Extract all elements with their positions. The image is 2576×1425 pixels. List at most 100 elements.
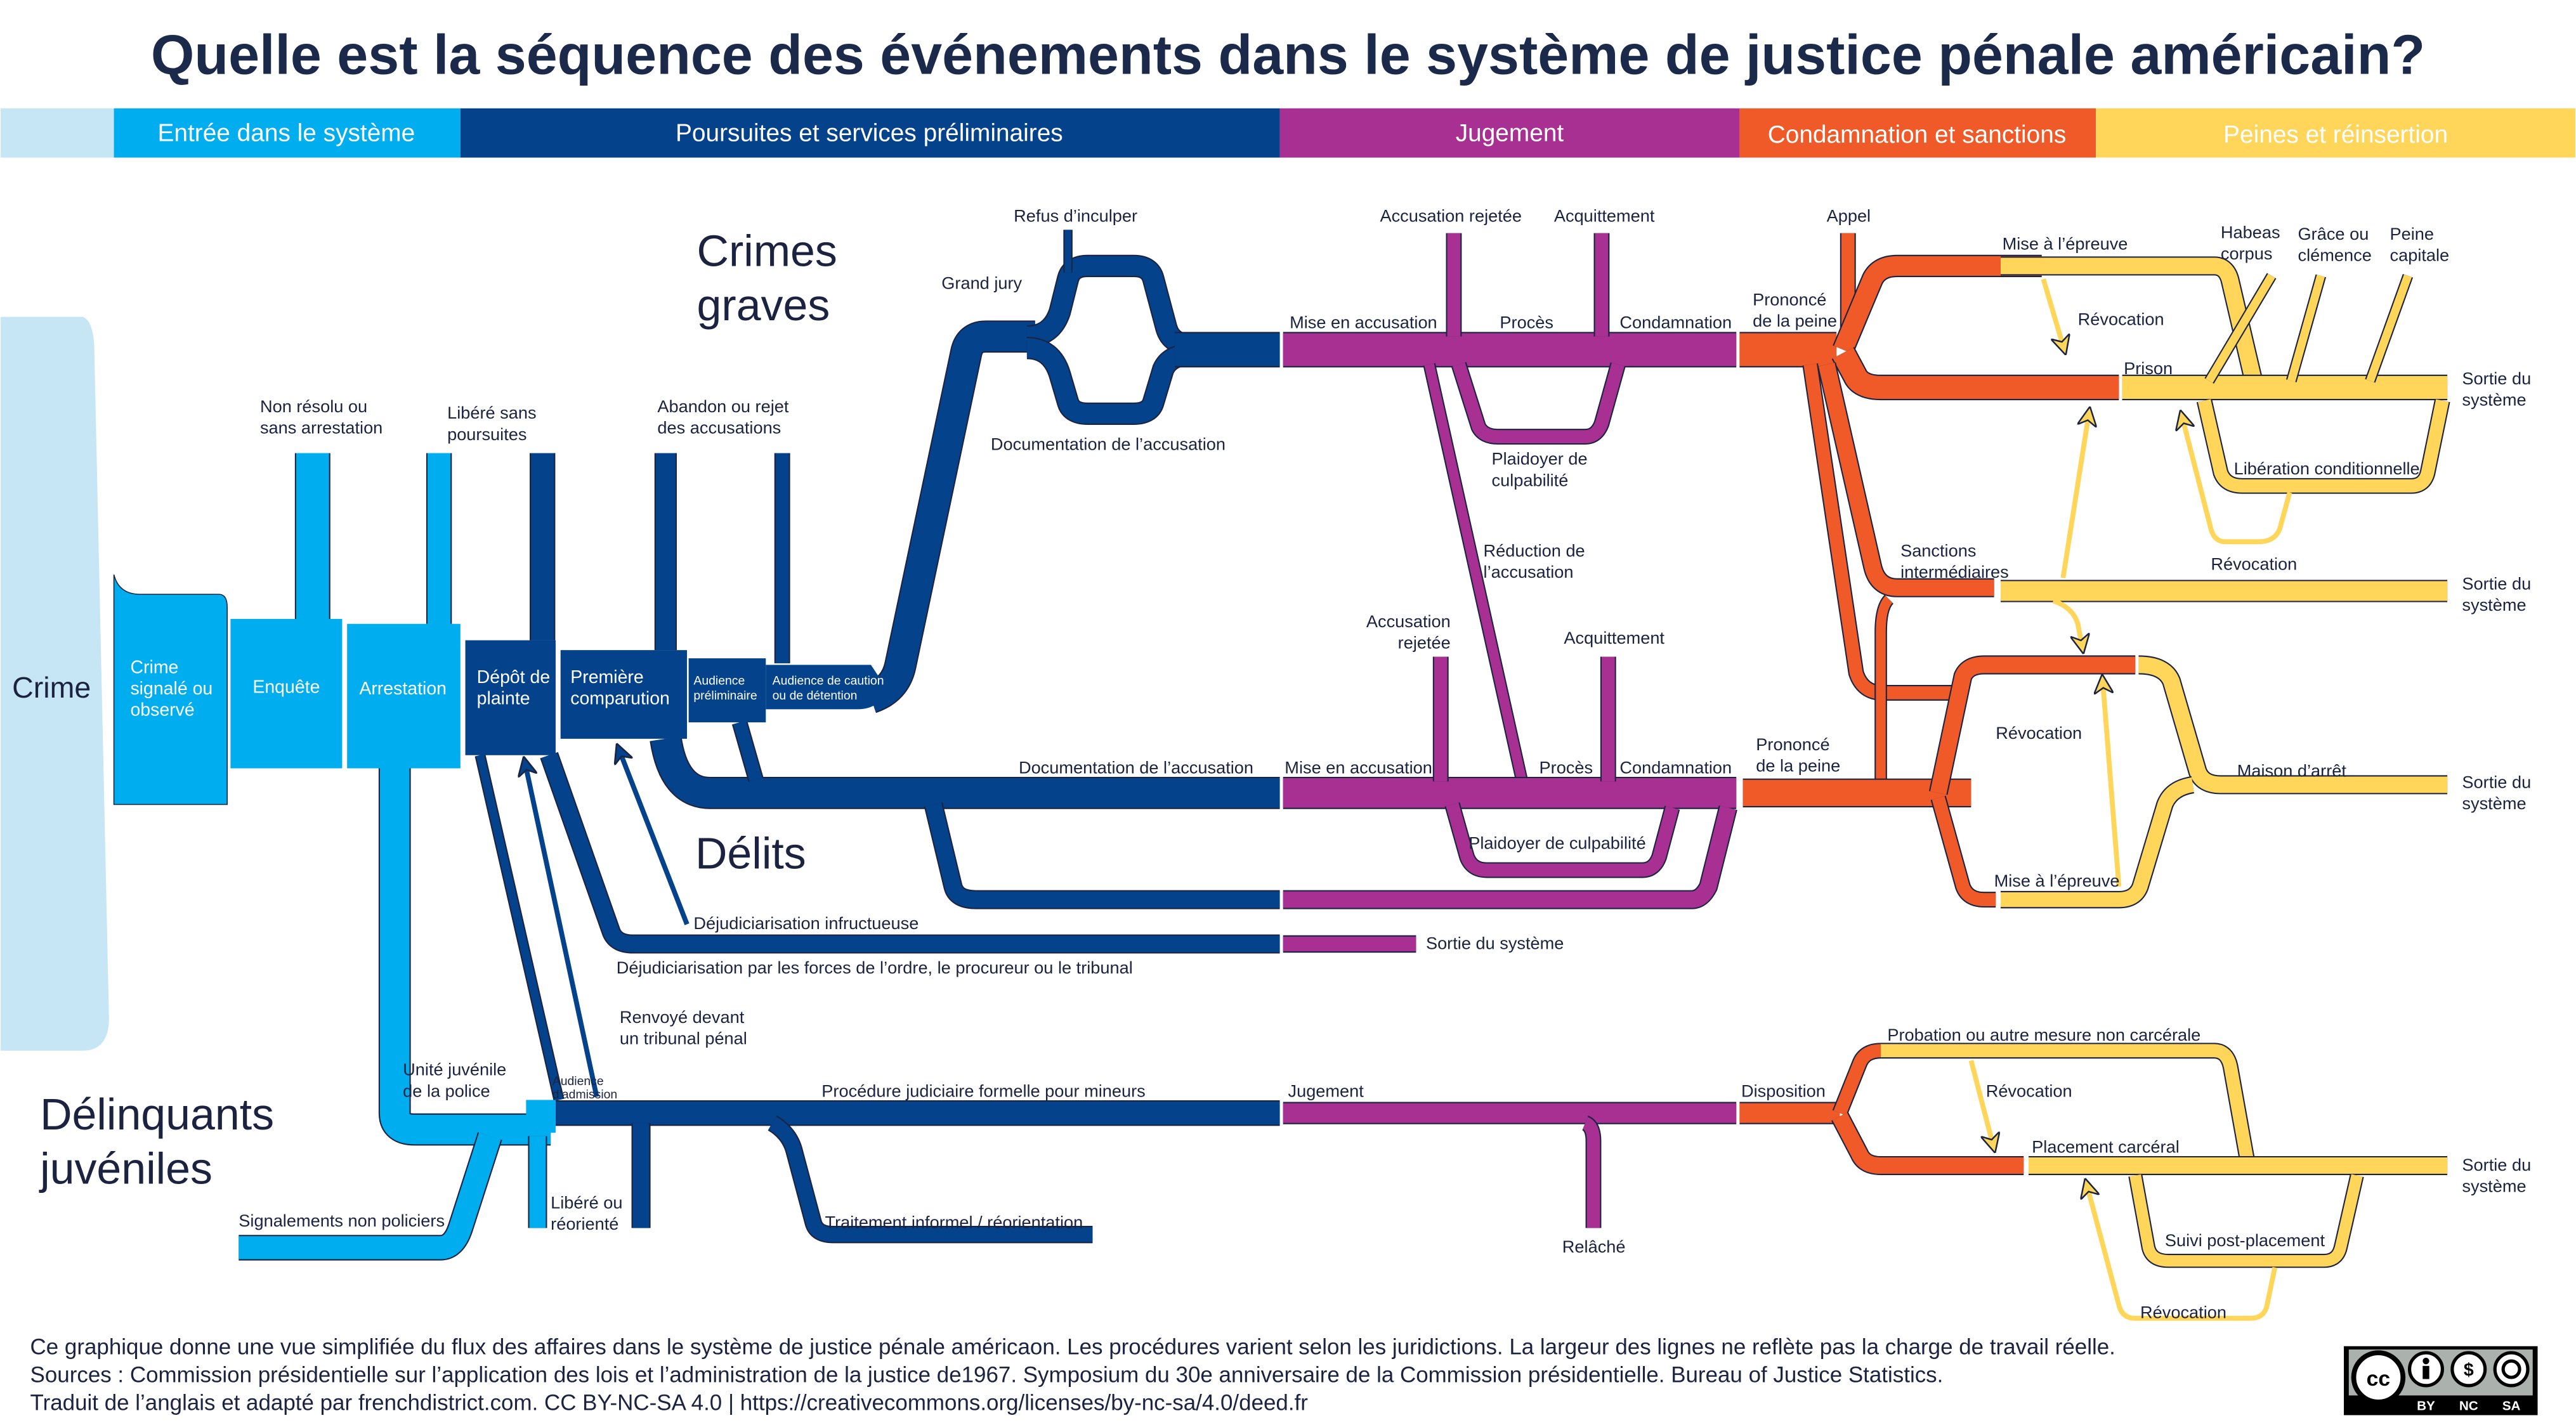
label-relache: Relâché (1562, 1237, 1626, 1256)
flow-reduction-accusation (1424, 363, 1528, 786)
label-libere: Libéré sans poursuites (447, 403, 536, 444)
arrow-dejudiciarisation-infructueuse (618, 747, 690, 925)
box-premiere-label: Première comparution (570, 667, 670, 709)
arrow-revocation-5 (2086, 1182, 2278, 1321)
flow-mise-epreuve-top (2001, 257, 2262, 383)
nc-icon (2450, 1351, 2487, 1388)
label-plaidoyer-low: Plaidoyer de culpabilité (1468, 833, 1645, 852)
footer-note: Ce graphique donne une vue simplifiée du… (30, 1335, 2115, 1360)
label-condamn-top: Condamnation (1619, 313, 1732, 332)
stage-adjudication-label: Jugement (1456, 120, 1564, 147)
flow-to-sanctions (1818, 362, 1994, 596)
sa-icon (2493, 1351, 2530, 1388)
by-label: BY (2417, 1399, 2435, 1414)
label-doc-low: Documentation de l’accusation (1019, 757, 1253, 777)
flow-to-placement (1832, 1112, 2024, 1174)
label-unite-juvenile: Unité juvénile de la police (403, 1060, 506, 1101)
label-mise-epreuve-top: Mise à l’épreuve (2003, 233, 2128, 253)
stage-boxes: Crime signalé ou observé Enquête Arrestati… (113, 574, 887, 1133)
box-arrestation (347, 623, 461, 769)
flow-lines (239, 230, 2450, 1268)
flow-signalements-non-policiers (239, 1132, 501, 1259)
label-sortie-purple: Sortie du système (1426, 933, 1564, 953)
label-refus: Refus d’inculper (1014, 205, 1137, 225)
box-aud-caution-label: Audience de caution ou de détention (773, 673, 884, 702)
box-audience-preliminaire (688, 658, 766, 723)
label-renvoye: Renvoyé devant un tribunal pénal (620, 1007, 747, 1048)
arrow-sanctions-to-prison (2060, 410, 2089, 578)
box-depot-label: Dépôt de plainte (477, 667, 551, 709)
flow-traitement-informel (768, 1116, 1093, 1242)
box-arrestation-label: Arrestation (359, 679, 447, 699)
label-acquit-top: Acquittement (1554, 205, 1655, 225)
nc-icon-glyph: $ (2464, 1360, 2474, 1380)
flow-dejudiciarisation (541, 752, 1280, 953)
label-sortie-4: Sortie du système (2462, 1155, 2531, 1196)
flow-to-prison (1833, 348, 2119, 400)
label-revocation-2: Révocation (2211, 554, 2297, 573)
label-doc-top: Documentation de l’accusation (991, 434, 1226, 453)
label-revocation-3: Révocation (1996, 723, 2082, 743)
label-suivi: Suivi post-placement (2165, 1230, 2325, 1250)
label-sortie-1: Sortie du système (2462, 368, 2531, 410)
label-habeas: Habeas corpus (2221, 222, 2280, 263)
stage-adjudication-band (1279, 108, 1740, 158)
by-icon-body (2422, 1365, 2429, 1379)
label-jugement: Jugement (1288, 1081, 1364, 1100)
flow-to-maison-arret (1930, 656, 2136, 795)
nc-label: NC (2459, 1399, 2478, 1414)
label-libere-juv: Libéré ou réorienté (551, 1192, 622, 1233)
label-traitement: Traitement informel / réorientation (825, 1212, 1083, 1232)
revocation-arrows (525, 278, 2292, 1321)
crime-source-block (0, 316, 109, 1051)
label-reduction: Réduction de l’accusation (1484, 541, 1585, 582)
label-sortie-2: Sortie du système (2462, 573, 2531, 615)
label-mise-low: Mise en accusation (1285, 757, 1432, 777)
flow-documentation-top (1026, 338, 1192, 424)
stage-sentencing-label: Condamnation et sanctions (1768, 121, 2067, 148)
flow-prelim-to-delits (733, 720, 762, 782)
flow-relache (1582, 1117, 1600, 1228)
box-enquete-label: Enquête (252, 677, 320, 697)
sa-icon-arc (2501, 1359, 2521, 1379)
flow-outline (924, 802, 1280, 909)
label-acquit-low: Acquittement (1564, 628, 1664, 647)
label-appel: Appel (1827, 205, 1871, 225)
flow-mise-epreuve-low (2001, 777, 2195, 908)
flow-habeas (2206, 273, 2275, 383)
flow-suivi-post-placement (2129, 1174, 2363, 1267)
footer-credit[interactable]: Traduit de l’anglais et adapté par frenc… (30, 1391, 1309, 1415)
flow-plaidoyer-top (1452, 362, 1625, 443)
flow-probation-juv (1881, 1044, 2254, 1161)
stage-prosecution-label: Poursuites et services préliminaires (676, 120, 1063, 147)
label-liberation: Libération conditionnelle (2234, 459, 2420, 478)
label-proces-top: Procès (1500, 313, 1553, 332)
flow-delits-lower (925, 802, 1280, 908)
flow-liberation-conditionnelle (2197, 399, 2449, 493)
label-acc-rej-low: Accusation rejetée (1366, 611, 1451, 653)
label-mise-epreuve-low: Mise à l’épreuve (1994, 871, 2120, 890)
cc-license-badge[interactable]: cc $ BY NC SA (2344, 1346, 2538, 1415)
label-probation: Probation ou autre mesure non carcérale (1887, 1025, 2200, 1044)
label-revocation-5: Révocation (2140, 1303, 2226, 1322)
label-abandon: Abandon ou rejet des accusations (657, 396, 788, 438)
flow-grand-jury (1026, 256, 1192, 355)
label-plaidoyer-top: Plaidoyer de culpabilité (1492, 449, 1588, 490)
cc-icon-text: cc (2367, 1367, 2390, 1391)
flow-to-probation-juv (1833, 1044, 1881, 1116)
stage-crime-band (0, 108, 114, 158)
arrow-renvoye-tribunal-penal (525, 760, 599, 1098)
label-dejud-infructueuse: Déjudiciarisation infructueuse (693, 913, 919, 933)
flow-sanctions-to-low (1876, 595, 1893, 785)
box-depot-plainte (465, 640, 556, 755)
label-acc-rej-top: Accusation rejetée (1380, 205, 1522, 225)
arrow-revocation-1 (2041, 278, 2065, 351)
label-maison-arret: Maison d’arrêt (2237, 760, 2347, 780)
stage-corrections-band (2096, 108, 2576, 158)
flow-labels: Non résolu ou sans arrestation Libéré san… (239, 205, 2531, 1322)
flow-plaidoyer-low (1446, 802, 1679, 877)
label-proces-low: Procès (1540, 757, 1593, 777)
flow-peine-capitale (2366, 274, 2412, 382)
